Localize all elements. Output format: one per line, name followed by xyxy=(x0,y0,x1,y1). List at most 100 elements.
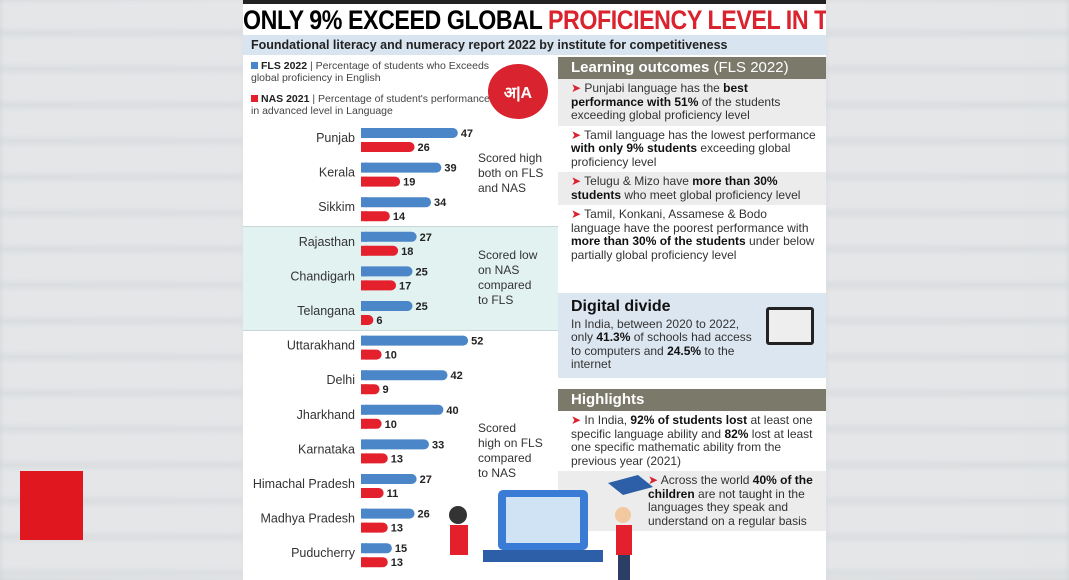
infographic: ONLY 9% EXCEED GLOBAL PROFICIENCY LEVEL … xyxy=(243,0,826,580)
data-label: 11 xyxy=(387,488,399,500)
bullet-text: of the students exceeding global profici… xyxy=(571,94,781,122)
bar-base xyxy=(361,197,367,208)
category-label: Delhi xyxy=(327,373,356,387)
bar-base xyxy=(361,488,367,498)
bullet-text: under below partially global proficiency… xyxy=(571,234,815,262)
students-laptop-illustration xyxy=(449,475,653,580)
language-translate-icon: अ|A xyxy=(488,64,548,119)
bar-base xyxy=(361,453,367,464)
bullet-text: with only 9% students xyxy=(571,141,698,155)
data-label: 33 xyxy=(432,439,444,451)
headline: ONLY 9% EXCEED GLOBAL PROFICIENCY LEVEL … xyxy=(243,5,826,35)
group-label: Scored low on NAS compared to FLS xyxy=(478,248,537,308)
legend-swatch-blue xyxy=(251,62,258,69)
bullet-text: more than 30% of the students xyxy=(571,234,746,248)
arrow-icon: ➤ xyxy=(571,127,585,142)
data-label: 13 xyxy=(391,453,403,465)
bullet-text: at least one specific language ability a… xyxy=(571,413,813,441)
bar-chart: Punjab 47 26 Kerala 39 19 Sikkim 34 14 Rajasthan 2… xyxy=(253,128,483,569)
fls-bar xyxy=(361,370,448,381)
arrow-icon: ➤ xyxy=(571,207,585,221)
category-label: Kerala xyxy=(319,166,355,180)
fls-bar xyxy=(361,128,458,138)
data-label: 26 xyxy=(418,142,430,154)
legend-fls: FLS 2022 | Percentage of students who Ex… xyxy=(251,60,490,84)
bullet-text: Tamil language has the lowest performanc… xyxy=(584,127,816,142)
bar-base xyxy=(361,231,367,242)
arrow-icon: ➤ xyxy=(571,81,585,95)
bar-base xyxy=(361,522,367,533)
fls-bar xyxy=(361,543,392,554)
bar-base xyxy=(361,439,367,450)
bar-base xyxy=(361,418,367,429)
bullet-text: lost at least one specific mathematic ab… xyxy=(571,426,813,468)
nas-bar xyxy=(361,176,401,187)
bar-base xyxy=(361,142,367,152)
fls-bar xyxy=(361,301,413,311)
toi-logo xyxy=(20,471,83,540)
bar-base xyxy=(361,557,367,568)
headline-red: PROFICIENCY LEVEL IN TAMIL xyxy=(547,5,826,35)
data-label: 42 xyxy=(451,370,463,382)
data-label: 34 xyxy=(434,197,447,209)
top-rule xyxy=(243,0,826,4)
nas-bar xyxy=(361,142,415,152)
nas-bar xyxy=(361,453,388,464)
bar-base xyxy=(361,474,367,484)
bar-base xyxy=(361,543,367,554)
data-label: 9 xyxy=(383,384,389,396)
fls-bar xyxy=(361,474,417,484)
digital-divide-segment: 24.5% xyxy=(667,343,702,358)
bullet-text: best performance with 51% xyxy=(571,81,748,109)
bar-base xyxy=(361,335,367,346)
bullet-text: Tamil, Konkani, Assamese & Bodo language… xyxy=(571,207,809,235)
fls-bar xyxy=(361,266,413,277)
data-label: 27 xyxy=(420,474,432,486)
fls-bar xyxy=(361,439,429,450)
bullet-text: In India, xyxy=(584,413,631,427)
bar-base xyxy=(361,280,367,291)
data-label: 52 xyxy=(471,336,483,348)
bar-base xyxy=(361,404,367,415)
data-label: 15 xyxy=(395,543,407,555)
bullet-text: Telugu & Mizo have xyxy=(584,174,693,188)
group-label-line: on NAS xyxy=(478,262,520,277)
nas-bar xyxy=(361,245,399,256)
data-label: 40 xyxy=(446,405,458,417)
category-label: Madhya Pradesh xyxy=(260,512,355,526)
fls-bar xyxy=(361,508,415,519)
group-label-line: compared xyxy=(478,450,532,465)
group-label-line: Scored xyxy=(478,420,517,435)
data-label: 10 xyxy=(385,419,397,431)
bar-base xyxy=(361,508,367,519)
category-label: Chandigarh xyxy=(290,269,355,283)
learning-outcomes-panel: Learning outcomes (FLS 2022) ➤ Punjabi l… xyxy=(558,57,826,265)
highlights-panel: Highlights ➤ In India, 92% of students l… xyxy=(558,389,826,531)
bullet-item: ➤ Tamil, Konkani, Assamese & Bodo langua… xyxy=(558,205,826,265)
bar-base xyxy=(361,315,367,325)
digital-divide-text: In India, between 2020 to 2022, only 41.… xyxy=(571,316,761,372)
bullet-text: Across the world xyxy=(660,473,753,487)
digital-divide-panel: Digital divide In India, between 2020 to… xyxy=(558,293,826,378)
group-label-line: compared xyxy=(478,277,532,292)
digital-divide-segment: to the internet xyxy=(571,343,735,371)
data-label: 25 xyxy=(416,301,428,313)
data-label: 17 xyxy=(399,280,411,292)
digital-divide-segment: In India, between 2020 to 2022, only xyxy=(571,316,740,344)
category-label: Jharkhand xyxy=(297,408,355,422)
bullet-text: 82% xyxy=(724,426,749,441)
nas-bar xyxy=(361,280,397,291)
group-label-line: high on FLS xyxy=(478,435,543,450)
bar-base xyxy=(361,370,367,381)
fls-bar xyxy=(361,162,442,173)
category-label: Uttarakhand xyxy=(287,339,355,353)
data-label: 13 xyxy=(391,557,403,569)
legend-swatch-red xyxy=(251,95,258,102)
group-band xyxy=(243,122,558,226)
bar-base xyxy=(361,162,367,173)
data-label: 26 xyxy=(418,509,430,521)
learning-outcomes-header: Learning outcomes (FLS 2022) xyxy=(558,57,826,79)
bar-base xyxy=(361,211,367,222)
headline-black: ONLY 9% EXCEED GLOBAL xyxy=(243,5,548,35)
fls-bar xyxy=(361,404,444,415)
